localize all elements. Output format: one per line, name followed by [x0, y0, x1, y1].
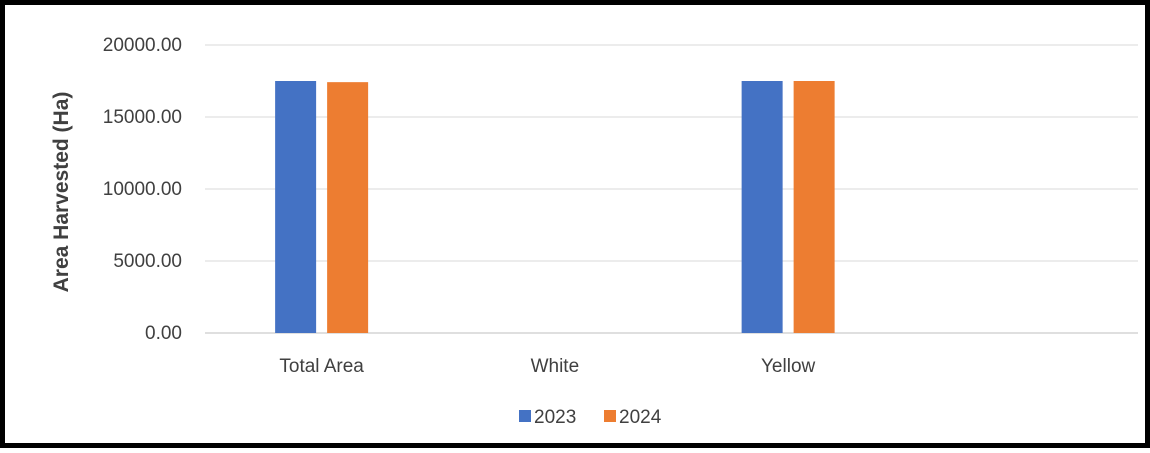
- y-axis-label: Area Harvested (Ha): [50, 92, 73, 293]
- legend-swatch-2023: [519, 410, 531, 422]
- y-tick-label: 10000.00: [103, 179, 182, 200]
- bar-2023-0: [275, 81, 317, 333]
- bar-2024-0: [327, 82, 369, 333]
- x-tick-label: Total Area: [279, 356, 364, 377]
- bar-2024-2: [793, 81, 835, 333]
- legend-label: 2023: [534, 407, 576, 428]
- legend-label: 2024: [619, 407, 662, 428]
- x-axis-ticks: Total Area White Yellow: [279, 356, 815, 377]
- x-tick-label: Yellow: [761, 356, 816, 377]
- y-tick-label: 0.00: [145, 323, 182, 344]
- bars: [275, 81, 835, 333]
- y-axis-ticks: 0.00 5000.00 10000.00 15000.00 20000.00: [103, 35, 182, 344]
- legend-swatch-2024: [604, 410, 616, 422]
- y-tick-label: 20000.00: [103, 35, 182, 56]
- x-tick-label: White: [531, 356, 580, 377]
- bar-2023-2: [741, 81, 783, 333]
- y-tick-label: 15000.00: [103, 107, 182, 128]
- y-tick-label: 5000.00: [113, 251, 182, 272]
- legend: 2023 2024: [519, 407, 662, 428]
- bar-chart: 0.00 5000.00 10000.00 15000.00 20000.00 Tota…: [50, 35, 1138, 428]
